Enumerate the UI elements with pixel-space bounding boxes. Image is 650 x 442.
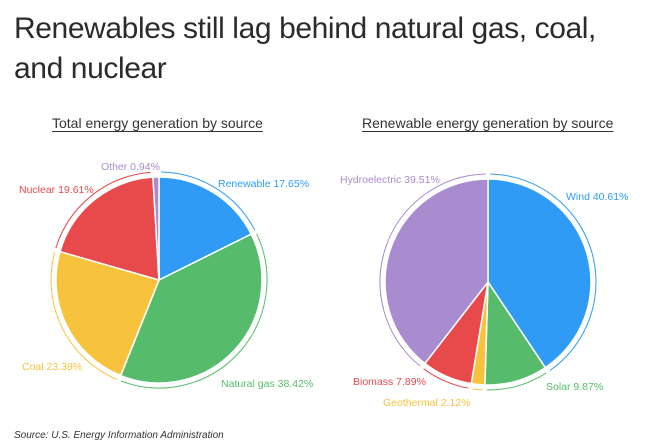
chart-title-total: Total energy generation by source — [52, 115, 263, 131]
pie-slice-renewable — [158, 176, 253, 282]
pie-slice-other — [152, 176, 160, 281]
source-note: Source: U.S. Energy Information Administ… — [14, 430, 224, 441]
pie-slice-hydroelectric — [384, 178, 489, 365]
slice-bracket-geothermal — [472, 388, 483, 391]
slice-bracket-wind — [490, 173, 597, 371]
page-title: Renewables still lag behind natural gas,… — [14, 12, 596, 85]
slice-bracket-renewable — [161, 171, 256, 231]
slice-label-biomass: Biomass 7.89% — [353, 376, 426, 388]
slice-label-other: Other 0.94% — [101, 161, 160, 173]
slice-label-natural-gas: Natural gas 38.42% — [221, 378, 313, 390]
chart-title-renewable: Renewable energy generation by source — [362, 115, 614, 131]
slice-label-hydroelectric: Hydroelectric 39.51% — [340, 174, 440, 186]
slice-bracket-solar — [486, 372, 547, 391]
slice-bracket-coal — [50, 252, 117, 380]
slice-bracket-nuclear — [55, 171, 151, 249]
slice-bracket-natural-gas — [120, 233, 268, 389]
pie-slice-coal — [55, 250, 161, 377]
pie-slice-natural-gas — [119, 233, 263, 384]
slice-label-geothermal: Geothermal 2.12% — [383, 397, 471, 409]
slice-label-nuclear: Nuclear 19.61% — [19, 184, 94, 196]
slice-bracket-hydroelectric — [379, 173, 486, 367]
pie-slice-nuclear — [59, 176, 160, 282]
slice-bracket-biomass — [423, 368, 469, 389]
slice-label-renewable: Renewable 17.65% — [218, 178, 309, 190]
slice-label-coal: Coal 23.38% — [22, 361, 82, 373]
slice-label-solar: Solar 9.87% — [546, 381, 603, 393]
slice-label-wind: Wind 40.61% — [566, 191, 628, 203]
